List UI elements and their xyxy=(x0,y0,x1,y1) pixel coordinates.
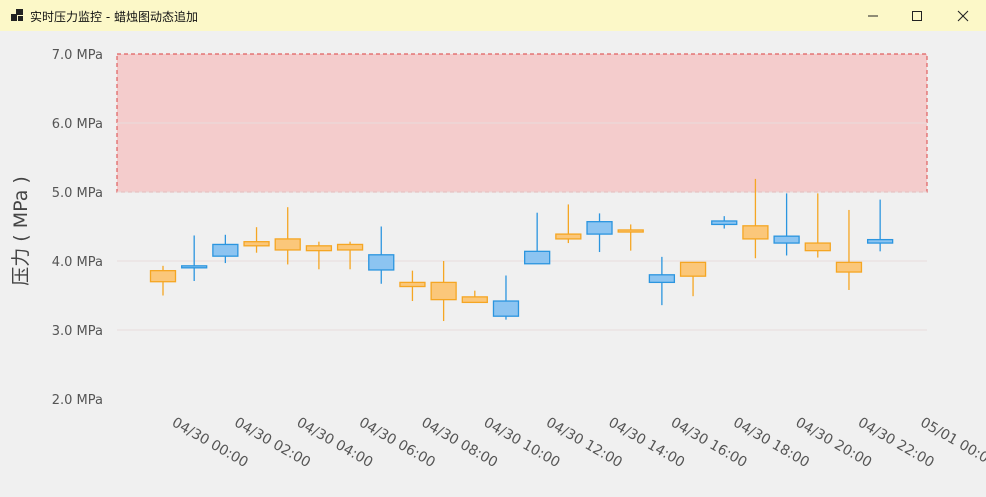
candle xyxy=(149,265,177,296)
close-icon xyxy=(957,10,969,21)
candle-body xyxy=(336,243,364,251)
candle xyxy=(274,207,301,265)
candle-body xyxy=(149,270,177,283)
candle-body xyxy=(648,274,676,284)
y-tick-label: 6.0 MPa xyxy=(52,117,103,132)
candle-body xyxy=(430,281,457,301)
candle xyxy=(368,226,395,284)
candle xyxy=(524,212,551,265)
candle xyxy=(866,199,894,252)
candle xyxy=(181,235,208,282)
candle xyxy=(399,270,426,302)
y-axis-label: 压力 ( MPa ) xyxy=(10,176,32,286)
candle-body xyxy=(742,225,769,240)
candle-body xyxy=(555,233,582,240)
candle-body xyxy=(804,242,831,252)
close-button[interactable] xyxy=(940,0,986,31)
candle-body xyxy=(866,238,894,244)
candle-body xyxy=(617,229,644,233)
maximize-icon xyxy=(912,10,922,21)
candle xyxy=(430,261,457,322)
candle-body xyxy=(679,261,707,277)
candle xyxy=(243,227,270,253)
candle xyxy=(461,290,488,304)
candle-body xyxy=(399,281,426,288)
candle xyxy=(336,241,364,270)
candle xyxy=(679,261,707,297)
candle-body xyxy=(492,300,520,317)
candle xyxy=(617,224,644,251)
candle-body xyxy=(773,235,800,244)
candle-body xyxy=(711,220,738,226)
candle xyxy=(305,241,333,270)
minimize-button[interactable] xyxy=(850,0,896,31)
candle xyxy=(742,178,769,259)
y-tick-label: 5.0 MPa xyxy=(52,186,103,201)
minimize-icon xyxy=(868,15,878,16)
candle xyxy=(492,275,520,320)
candle-body xyxy=(212,243,239,257)
candlestick-chart: 2.0 MPa 3.0 MPa 4.0 MPa 5.0 MPa 6.0 MPa 7.0 M… xyxy=(10,48,986,471)
candle xyxy=(835,209,863,290)
candle-body xyxy=(586,221,613,235)
chart-area: 2.0 MPa 3.0 MPa 4.0 MPa 5.0 MPa 6.0 MPa 7.0 M… xyxy=(0,31,986,493)
window-title: 实时压力监控 - 蜡烛图动态追加 xyxy=(30,10,198,24)
candle xyxy=(212,234,239,264)
candle xyxy=(648,256,676,306)
candle-body xyxy=(368,254,395,271)
candle-body xyxy=(461,296,488,304)
y-tick-label: 4.0 MPa xyxy=(52,255,103,270)
maximize-button[interactable] xyxy=(894,0,940,31)
y-tick-label: 2.0 MPa xyxy=(52,393,103,408)
title-bar: 实时压力监控 - 蜡烛图动态追加 xyxy=(0,0,986,31)
app-icon xyxy=(11,9,23,21)
candle-body xyxy=(835,261,863,273)
candle-body xyxy=(524,250,551,265)
candle-body xyxy=(181,265,208,269)
candle xyxy=(773,193,800,256)
candle xyxy=(711,216,738,229)
candle-body xyxy=(274,238,301,251)
candle-body xyxy=(243,241,270,247)
y-tick-label: 3.0 MPa xyxy=(52,324,103,339)
candle-body xyxy=(305,245,333,252)
candle xyxy=(804,193,831,258)
candle xyxy=(555,204,582,244)
candle xyxy=(586,213,613,253)
y-tick-label: 7.0 MPa xyxy=(52,48,103,63)
